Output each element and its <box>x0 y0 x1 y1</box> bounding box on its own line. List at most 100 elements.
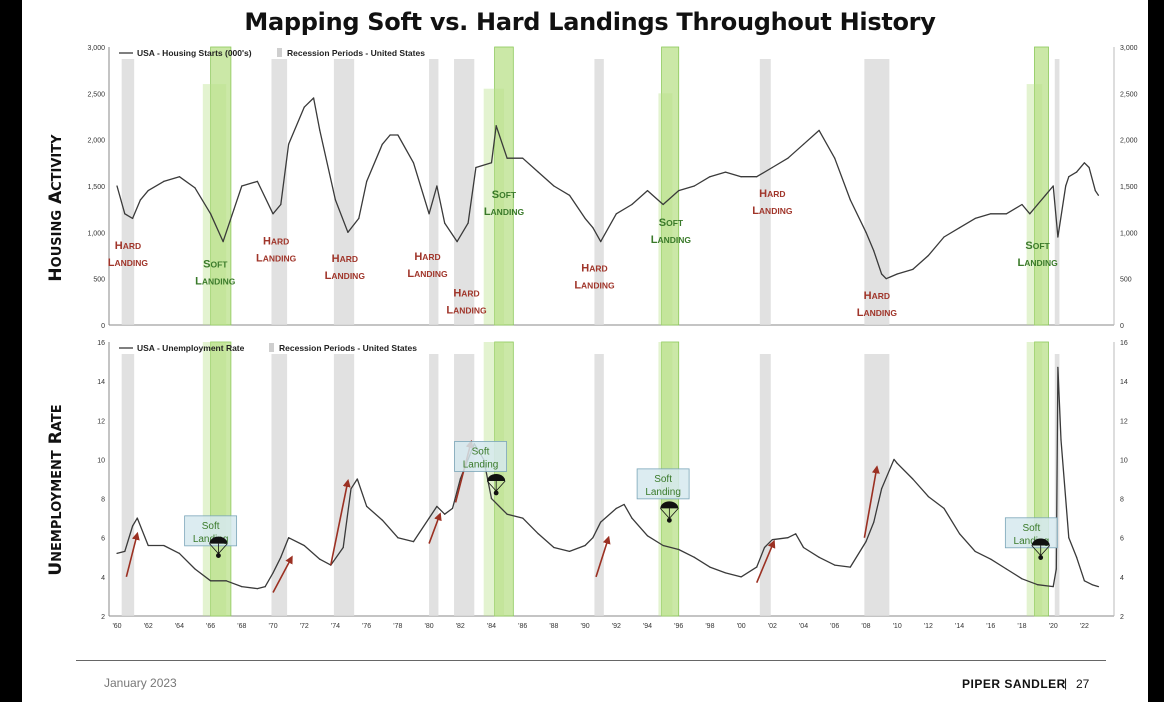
y-tick-label-left: 10 <box>97 457 105 464</box>
y-tick-label-left: 2 <box>101 614 105 621</box>
hard-landing-label: LANDING <box>108 257 149 269</box>
data-point <box>631 517 633 519</box>
x-tick-label: '00 <box>737 623 746 630</box>
data-point <box>178 552 181 554</box>
data-point <box>896 462 898 464</box>
y-tick-label-left: 6 <box>101 536 105 543</box>
data-point <box>990 558 992 560</box>
recession-bar <box>594 354 604 616</box>
data-point <box>389 134 391 136</box>
soft-landing-box-label: Landing <box>193 534 229 545</box>
data-point <box>662 203 664 206</box>
data-point <box>1083 580 1085 582</box>
legend-series-label: USA - Housing Starts (000's) <box>137 48 252 58</box>
data-point <box>537 533 539 535</box>
legend-recession-label: Recession Periods - United States <box>287 48 425 58</box>
data-point <box>943 507 945 509</box>
soft-landing-band <box>1034 46 1049 326</box>
rise-arrow <box>863 465 880 538</box>
legend-recession-swatch <box>269 343 274 352</box>
data-point <box>756 176 758 178</box>
data-point <box>724 171 727 173</box>
parachute-canopy <box>487 473 506 481</box>
data-point <box>303 544 305 547</box>
x-tick-label: '92 <box>612 623 621 630</box>
hard-landing-label: HARD <box>453 287 479 299</box>
parachute-payload <box>216 553 221 558</box>
data-point <box>350 488 352 490</box>
x-tick-label: '12 <box>924 623 933 630</box>
y-tick-label-right: 500 <box>1120 277 1132 284</box>
rise-arrow <box>755 539 776 584</box>
housing-chart: 0 0 500 500 1,000 1,000 1,500 1,500 2,000 2,000 2,… <box>87 45 1137 330</box>
recession-bar <box>271 354 288 616</box>
y-tick-label-right: 6 <box>1120 536 1124 543</box>
data-point <box>256 588 259 590</box>
data-point <box>1052 185 1054 187</box>
data-point <box>319 129 321 131</box>
soft-landing-label: SOFT <box>659 217 684 229</box>
recession-bar <box>759 354 771 616</box>
x-tick-label: '16 <box>986 623 995 630</box>
hard-landing-label: LANDING <box>256 252 297 264</box>
hard-landing-label: LANDING <box>857 307 898 319</box>
data-point <box>456 241 458 243</box>
data-point <box>553 546 555 549</box>
data-point <box>1068 176 1070 178</box>
charts-svg: 0 0 500 500 1,000 1,000 1,500 1,500 2,000 2,000 2,… <box>87 45 1137 630</box>
data-point <box>865 541 867 543</box>
data-point <box>194 187 196 189</box>
soft-landing-box-label: Soft <box>472 446 490 457</box>
data-point <box>1094 190 1096 192</box>
data-point <box>522 517 524 519</box>
data-point <box>537 171 539 173</box>
data-point <box>927 496 929 498</box>
data-point <box>1055 568 1057 570</box>
x-tick-label: '14 <box>955 623 964 630</box>
footer-divider <box>76 660 1106 661</box>
soft-landing-band <box>1026 342 1043 616</box>
data-point <box>451 507 454 509</box>
data-point <box>553 185 555 187</box>
soft-landing-band <box>210 46 232 326</box>
data-point <box>444 222 446 224</box>
soft-landing-box-label: Soft <box>1022 523 1040 534</box>
data-point <box>467 222 469 224</box>
data-point <box>1091 584 1093 586</box>
soft-landing-label: LANDING <box>195 276 236 288</box>
hard-landing-label: LANDING <box>407 268 448 280</box>
data-point <box>444 513 446 515</box>
y-tick-label-left: 1,500 <box>87 184 105 191</box>
data-point <box>818 556 820 558</box>
data-point <box>763 546 766 549</box>
x-tick-label: '08 <box>861 623 870 630</box>
hard-landing-label: LANDING <box>752 205 793 217</box>
data-point <box>132 217 134 220</box>
soft-landing-band <box>202 342 227 616</box>
data-point <box>381 143 383 145</box>
data-point <box>678 190 680 192</box>
data-point <box>319 558 321 560</box>
data-point <box>163 544 165 547</box>
y-tick-label-right: 3,000 <box>1120 45 1138 52</box>
data-point <box>974 550 976 553</box>
recession-bar <box>864 59 890 325</box>
data-point <box>436 505 438 507</box>
parachute-cord <box>660 508 670 519</box>
data-point <box>912 268 914 270</box>
data-point <box>178 176 181 178</box>
parachute-cord <box>495 480 506 492</box>
unemployment-chart: 2 2 4 4 6 6 8 8 10 10 12 12 14 14 16 16 USA - Unemployme… <box>97 340 1128 630</box>
data-point <box>347 231 349 233</box>
data-point <box>849 199 851 201</box>
y-tick-label-right: 0 <box>1120 323 1124 330</box>
soft-landing-box <box>454 441 507 472</box>
data-point <box>1057 236 1059 238</box>
data-point <box>272 572 274 574</box>
y-tick-label-right: 4 <box>1120 575 1124 582</box>
x-tick-label: '18 <box>1017 623 1026 630</box>
hard-landing-label: HARD <box>581 262 607 274</box>
legend-recession-label: Recession Periods - United States <box>279 343 417 353</box>
x-tick-label: '66 <box>206 623 215 630</box>
data-point <box>771 166 773 169</box>
